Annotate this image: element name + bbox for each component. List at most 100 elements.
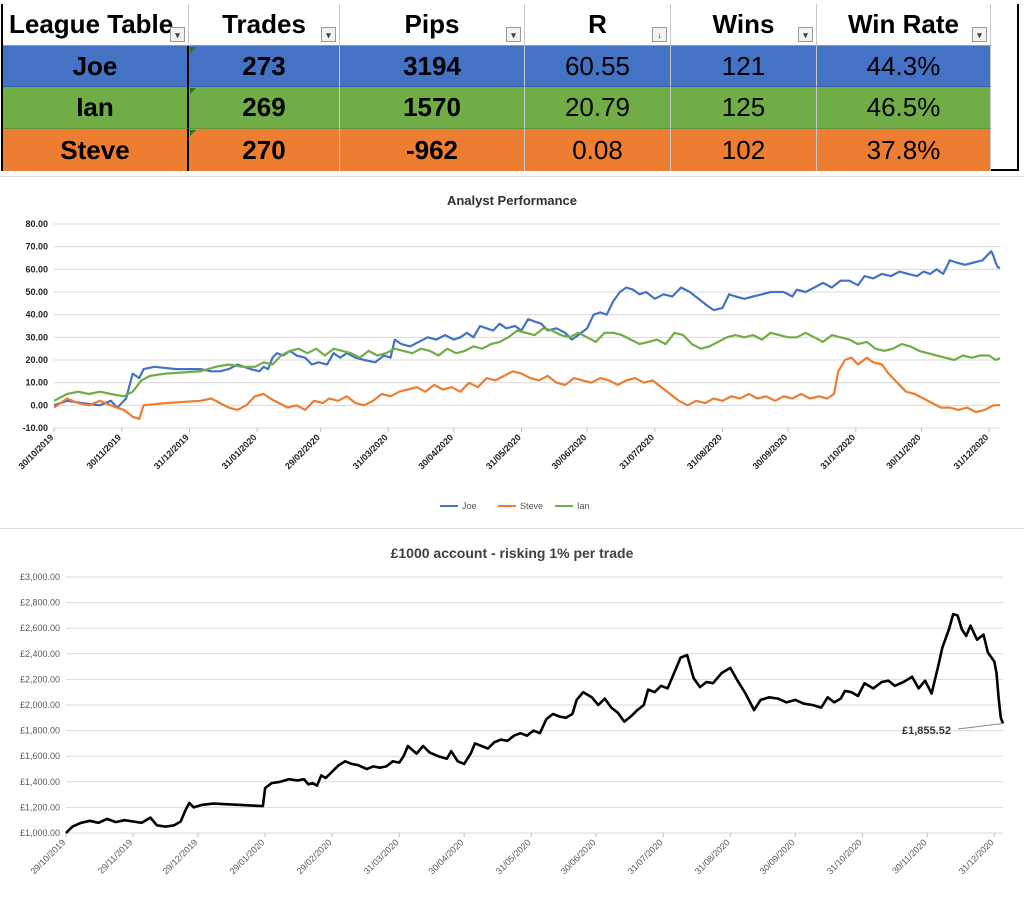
x-tick-label: 30/06/2020 — [559, 837, 598, 876]
analyst-performance-panel: Analyst Performance -10.00 0.00 10.00 20.00… — [0, 176, 1024, 521]
x-tick-label: 29/02/2020 — [283, 432, 322, 471]
error-indicator-icon — [190, 88, 196, 94]
filter-dropdown-icon[interactable]: ▾ — [798, 27, 813, 42]
x-tick-label: 31/10/2020 — [818, 432, 857, 471]
header-trades-label: Trades — [222, 9, 306, 39]
series-lines — [53, 250, 1001, 420]
x-tick-label: 30/11/2020 — [890, 837, 928, 875]
y-tick-label: £2,400.00 — [20, 649, 60, 659]
y-tick-label: £1,600.00 — [20, 751, 60, 761]
y-tick-label: 80.00 — [25, 219, 48, 229]
y-tick-label: £1,800.00 — [20, 726, 60, 736]
y-tick-label: 0.00 — [30, 400, 48, 410]
header-win-rate-label: Win Rate — [848, 9, 959, 39]
gridlines — [54, 223, 1000, 429]
error-indicator-icon — [190, 47, 196, 53]
y-tick-label: 60.00 — [25, 264, 48, 274]
x-tick-label: 29/02/2020 — [295, 837, 334, 876]
x-axis-ticks: 30/10/2019 30/11/2019 31/12/2019 31/01/2020… — [16, 428, 990, 471]
x-tick-label: 31/12/2019 — [152, 432, 191, 471]
legend-label-ian: Ian — [577, 501, 590, 511]
x-axis-ticks: 29/10/2019 29/11/2019 29/12/2019 29/01/2020… — [28, 833, 996, 876]
series-line-joe — [53, 250, 1001, 409]
data-label-group: £1,855.52 — [902, 722, 1004, 737]
legend: Joe Steve Ian — [440, 501, 590, 511]
chart-title: Analyst Performance — [447, 193, 577, 208]
x-tick-label: 31/10/2020 — [825, 837, 864, 876]
analyst-performance-chart: Analyst Performance -10.00 0.00 10.00 20.00… — [16, 193, 1001, 511]
x-tick-label: 31/03/2020 — [351, 432, 390, 471]
y-axis-ticks: £1,000.00 £1,200.00 £1,400.00 £1,600.00 £1,8… — [20, 572, 60, 838]
row-joe-pips: 3194 — [340, 46, 525, 87]
y-tick-label: £2,600.00 — [20, 623, 60, 633]
y-tick-label: £1,200.00 — [20, 802, 60, 812]
filter-dropdown-icon[interactable]: ▾ — [506, 27, 521, 42]
row-steve-wins: 102 — [671, 129, 817, 171]
header-name: League Table ▾ — [3, 4, 189, 46]
x-tick-label: 30/11/2020 — [884, 432, 923, 471]
row-ian-trades: 269 — [189, 87, 340, 129]
legend-label-joe: Joe — [462, 501, 477, 511]
y-tick-label: 70.00 — [25, 242, 48, 252]
y-axis-ticks: -10.00 0.00 10.00 20.00 30.00 40.00 50.00 60.00… — [22, 219, 48, 433]
y-tick-label: 40.00 — [25, 310, 48, 320]
x-tick-label: 31/03/2020 — [362, 837, 401, 876]
error-indicator-icon — [190, 130, 196, 136]
series-line-steve — [53, 356, 1001, 420]
x-tick-label: 31/12/2020 — [957, 837, 996, 876]
filter-dropdown-icon[interactable]: ▾ — [321, 27, 336, 42]
y-tick-label: -10.00 — [22, 423, 48, 433]
filter-dropdown-icon[interactable]: ▾ — [170, 27, 185, 42]
header-trades: Trades ▾ — [189, 4, 340, 46]
series-line-account — [65, 612, 1005, 834]
data-label-leader — [957, 722, 1004, 730]
x-tick-label: 29/12/2019 — [160, 837, 199, 876]
row-ian-pips: 1570 — [340, 87, 525, 129]
x-tick-label: 30/09/2020 — [758, 837, 797, 876]
header-pips-label: Pips — [404, 9, 460, 39]
row-steve-pips: -962 — [340, 129, 525, 171]
x-tick-label: 29/10/2019 — [28, 837, 67, 876]
y-tick-label: £1,000.00 — [20, 828, 60, 838]
y-tick-label: 50.00 — [25, 287, 48, 297]
filter-dropdown-icon[interactable]: ▾ — [972, 27, 987, 42]
header-r: R ↓ — [525, 4, 671, 46]
row-ian-win-rate: 46.5% — [817, 87, 991, 129]
row-ian-name: Ian — [3, 87, 189, 129]
row-joe-r: 60.55 — [525, 46, 671, 87]
x-tick-label: 31/07/2020 — [626, 837, 665, 876]
row-ian-r: 20.79 — [525, 87, 671, 129]
x-tick-label: 31/05/2020 — [484, 432, 523, 471]
y-tick-label: £3,000.00 — [20, 572, 60, 582]
row-ian-wins: 125 — [671, 87, 817, 129]
x-tick-label: 29/11/2019 — [96, 837, 134, 875]
y-tick-label: 10.00 — [25, 378, 48, 388]
x-tick-label: 31/07/2020 — [617, 432, 656, 471]
x-tick-label: 30/11/2019 — [85, 432, 124, 471]
row-steve-trades: 270 — [189, 129, 340, 171]
x-tick-label: 31/08/2020 — [693, 837, 732, 876]
y-tick-label: £2,000.00 — [20, 700, 60, 710]
header-pips: Pips ▾ — [340, 4, 525, 46]
x-tick-label: 31/12/2020 — [952, 432, 991, 471]
account-chart: £1000 account - risking 1% per trade £1,… — [20, 545, 1005, 876]
x-tick-label: 30/04/2020 — [427, 837, 466, 876]
legend-label-steve: Steve — [520, 501, 543, 511]
header-win-rate: Win Rate ▾ — [817, 4, 991, 46]
series-lines — [65, 612, 1005, 834]
x-tick-label: 30/10/2019 — [16, 432, 55, 471]
row-joe-name: Joe — [3, 46, 189, 87]
x-tick-label: 30/09/2020 — [751, 432, 790, 471]
data-label: £1,855.52 — [902, 725, 951, 737]
x-tick-label: 30/06/2020 — [550, 432, 589, 471]
row-joe-win-rate: 44.3% — [817, 46, 991, 87]
y-tick-label: £1,400.00 — [20, 777, 60, 787]
chart-title: £1000 account - risking 1% per trade — [391, 545, 634, 561]
x-tick-label: 31/01/2020 — [220, 432, 259, 471]
header-name-label: League Table — [9, 9, 174, 39]
header-wins-label: Wins — [712, 9, 775, 39]
x-tick-label: 31/08/2020 — [685, 432, 724, 471]
sort-descending-icon[interactable]: ↓ — [652, 27, 667, 42]
row-joe-trades: 273 — [189, 46, 340, 87]
league-table-grid: League Table ▾ Trades ▾ Pips ▾ R ↓ Wins ▾ Win… — [1, 4, 1019, 171]
